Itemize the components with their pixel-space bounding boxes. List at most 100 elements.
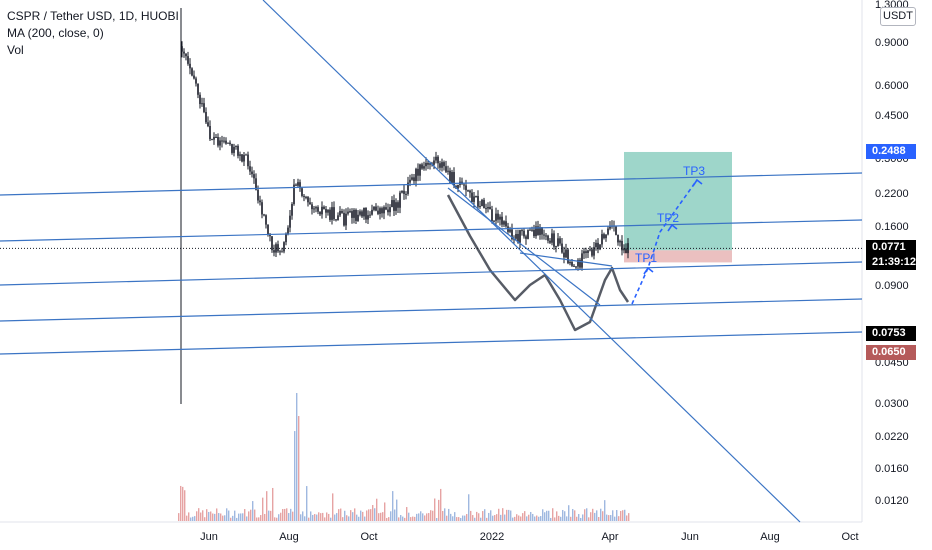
volume-bar — [448, 508, 450, 521]
volume-bar — [460, 517, 462, 521]
candle-body — [237, 145, 239, 156]
volume-bar — [264, 513, 266, 521]
volume-bar — [374, 508, 376, 521]
candle-body — [293, 184, 295, 205]
candle-body — [541, 226, 543, 235]
currency-button[interactable]: USDT — [880, 7, 916, 26]
candle-body — [315, 207, 317, 209]
candle-body — [211, 139, 213, 141]
volume-bar — [262, 497, 264, 521]
volume-bar — [530, 511, 532, 521]
volume-bar — [394, 509, 396, 521]
candle-body — [373, 206, 375, 210]
candle-body — [407, 182, 409, 194]
volume-bar — [294, 431, 296, 521]
volume-bar — [462, 515, 464, 521]
candle-body — [225, 140, 227, 144]
candle-body — [415, 168, 417, 182]
volume-bar — [480, 517, 482, 521]
countdown-tag: 21:39:12 — [866, 254, 916, 270]
candle-body — [251, 171, 253, 175]
candle-body — [359, 211, 361, 215]
volume-bar — [450, 513, 452, 521]
volume-bar — [598, 517, 600, 521]
candle-body — [619, 240, 621, 243]
candle-body — [285, 234, 287, 243]
volume-bar — [454, 512, 456, 521]
volume-bar — [540, 516, 542, 521]
candle-body — [367, 215, 369, 220]
candle-body — [323, 206, 325, 209]
price-series — [180, 8, 629, 404]
volume-bar — [220, 513, 222, 521]
volume-bar — [464, 515, 466, 521]
volume-bar — [626, 515, 628, 521]
indicator-label[interactable]: MA (200, close, 0) — [7, 26, 104, 40]
candle-body — [265, 215, 267, 225]
volume-bar — [546, 510, 548, 521]
trend-line — [519, 252, 613, 267]
candle-body — [261, 202, 263, 215]
candle-body — [309, 202, 311, 205]
candle-body — [321, 206, 323, 215]
volume-bar — [416, 513, 418, 521]
candle-body — [365, 207, 367, 220]
candle-body — [229, 142, 231, 145]
volume-bar — [372, 505, 374, 521]
volume-bar — [196, 511, 198, 521]
volume-bar — [270, 510, 272, 521]
volume-bar — [250, 509, 252, 521]
volume-bar — [380, 512, 382, 521]
candle-body — [483, 199, 485, 209]
volume-bar — [384, 502, 386, 521]
volume-bar — [386, 517, 388, 521]
candle-body — [305, 196, 307, 198]
volume-bar — [590, 512, 592, 521]
volume-bar — [286, 508, 288, 521]
candle-body — [181, 46, 183, 52]
candle-body — [411, 177, 413, 180]
time-axis-tick: Jun — [681, 531, 699, 543]
candle-body — [199, 94, 201, 105]
volume-bar — [348, 516, 350, 521]
volume-bar — [516, 514, 518, 521]
candle-body — [203, 103, 205, 112]
candle-body — [587, 250, 589, 253]
volume-bar — [230, 517, 232, 521]
volume-bar — [466, 514, 468, 521]
volume-bar — [488, 512, 490, 521]
volume-bar — [398, 517, 400, 521]
symbol-title[interactable]: CSPR / Tether USD, 1D, HUOBI — [7, 9, 179, 23]
candle-body — [601, 234, 603, 245]
candle-body — [571, 262, 573, 266]
volume-bar — [368, 509, 370, 521]
price-axis-tick: 0.2200 — [875, 188, 909, 200]
candle-body — [479, 206, 481, 208]
volume-bar — [578, 514, 580, 521]
volume-bar — [212, 513, 214, 521]
candle-body — [605, 234, 607, 239]
candle-body — [273, 250, 275, 253]
volume-bar — [558, 515, 560, 521]
volume-bar — [628, 513, 630, 521]
volume-bar — [570, 516, 572, 521]
volume-bar — [254, 509, 256, 521]
candle-body — [369, 214, 371, 216]
candle-body — [347, 211, 349, 214]
candle-body — [521, 230, 523, 232]
volume-bar — [186, 515, 188, 521]
target-label-tp2: TP2 — [657, 211, 679, 225]
candle-body — [627, 243, 629, 254]
volume-bar — [244, 509, 246, 521]
candle-body — [419, 164, 421, 176]
price-axis-tick: 0.0120 — [875, 495, 909, 507]
candle-body — [201, 103, 203, 105]
volume-bar — [240, 513, 242, 521]
volume-label[interactable]: Vol — [7, 43, 24, 57]
candle-body — [227, 142, 229, 144]
price-axis-tick: 0.6000 — [875, 80, 909, 92]
volume-bar — [194, 516, 196, 521]
candle-body — [549, 240, 551, 243]
candle-body — [519, 230, 521, 243]
